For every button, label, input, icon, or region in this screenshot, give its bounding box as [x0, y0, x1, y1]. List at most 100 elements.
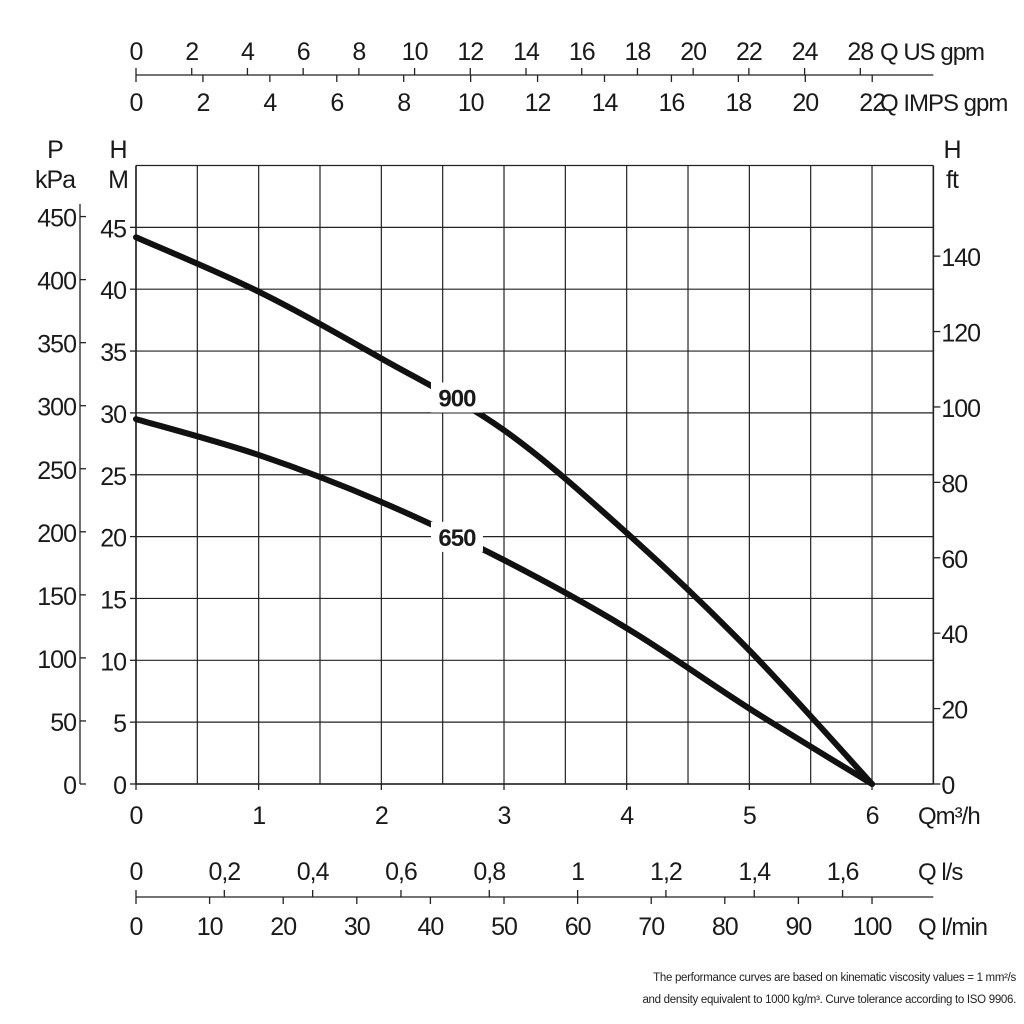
footnote-line-1: The performance curves are based on kine…	[653, 972, 1016, 984]
ft-tick-label: 0	[941, 772, 954, 800]
ls-tick-label: 1,2	[650, 858, 682, 886]
lmin-tick-label: 0	[130, 913, 143, 941]
ft-tick-label: 20	[941, 697, 967, 725]
y-tick-label: 40	[100, 277, 126, 305]
y-tick-label: 5	[113, 710, 126, 738]
imps-gpm-tick-label: 20	[792, 89, 818, 117]
us-gpm-tick-label: 12	[457, 38, 483, 66]
lmin-tick-label: 70	[638, 913, 664, 941]
pressure-tick-label: 150	[37, 583, 76, 611]
lmin-tick-label: 60	[565, 913, 591, 941]
us-gpm-tick-label: 2	[185, 38, 198, 66]
ft-tick-label: 120	[941, 320, 980, 348]
ft-tick-label: 80	[941, 470, 967, 498]
pressure-tick-label: 250	[37, 457, 76, 485]
curve-label-900: 900	[438, 386, 476, 413]
ls-tick-label: 1,6	[827, 858, 859, 886]
pressure-tick-label: 300	[37, 394, 76, 422]
head-m-axis-unit: M	[108, 166, 128, 194]
curve-label-background	[430, 521, 483, 552]
lmin-tick-label: 20	[270, 913, 296, 941]
y-tick-label: 25	[100, 463, 126, 491]
imps-gpm-tick-label: 22	[859, 89, 885, 117]
imps-gpm-tick-label: 18	[725, 89, 751, 117]
imps-gpm-tick-label: 8	[397, 89, 410, 117]
x-axis-label: Qm³/h	[918, 803, 980, 830]
y-tick-label: 45	[100, 215, 126, 243]
lmin-axis-label: Q l/min	[918, 914, 987, 941]
imps-gpm-tick-label: 14	[592, 89, 619, 117]
ls-tick-label: 0,4	[297, 858, 330, 886]
x-tick-label: 0	[130, 802, 143, 830]
curve-900	[133, 234, 876, 787]
ls-tick-label: 0,8	[473, 858, 505, 886]
head-m-axis-title: H	[109, 136, 126, 164]
us-gpm-axis-label: Q US gpm	[880, 39, 984, 66]
imps-gpm-tick-label: 0	[130, 89, 143, 117]
x-tick-label: 3	[498, 802, 511, 830]
ft-tick-label: 60	[941, 546, 967, 574]
lmin-tick-label: 30	[344, 913, 370, 941]
pressure-tick-label: 50	[50, 709, 76, 737]
imps-gpm-tick-label: 10	[458, 89, 484, 117]
lmin-tick-label: 90	[786, 913, 812, 941]
us-gpm-tick-label: 4	[241, 38, 255, 66]
us-gpm-tick-label: 8	[352, 38, 365, 66]
curve-650	[133, 416, 876, 787]
y-tick-label: 15	[100, 586, 126, 614]
pressure-tick-label: 100	[37, 646, 76, 674]
lmin-tick-label: 40	[418, 913, 444, 941]
imps-gpm-tick-label: 4	[263, 89, 277, 117]
us-gpm-tick-label: 0	[130, 38, 143, 66]
curve-label-background	[430, 382, 483, 413]
lmin-tick-label: 80	[712, 913, 738, 941]
pressure-axis-unit: kPa	[35, 166, 76, 194]
y-tick-label: 30	[100, 401, 126, 429]
us-gpm-tick-label: 18	[625, 38, 651, 66]
ls-tick-label: 1,4	[738, 858, 771, 886]
pressure-tick-label: 450	[37, 205, 76, 233]
imps-gpm-tick-label: 16	[659, 89, 685, 117]
x-tick-label: 2	[375, 802, 388, 830]
x-tick-label: 1	[252, 802, 265, 830]
ls-tick-label: 0,2	[208, 858, 240, 886]
lmin-tick-label: 10	[197, 913, 223, 941]
ls-tick-label: 0,6	[385, 858, 417, 886]
y-tick-label: 0	[113, 772, 126, 800]
y-tick-label: 35	[100, 339, 126, 367]
y-tick-label: 10	[100, 648, 126, 676]
y-tick-label: 20	[100, 525, 126, 553]
us-gpm-tick-label: 20	[680, 38, 706, 66]
ft-tick-label: 140	[941, 244, 980, 272]
us-gpm-tick-label: 24	[792, 38, 819, 66]
imps-gpm-tick-label: 6	[330, 89, 343, 117]
ft-axis-title: H	[943, 136, 960, 164]
us-gpm-tick-label: 22	[736, 38, 762, 66]
ls-tick-label: 1	[571, 858, 584, 886]
x-tick-label: 4	[620, 802, 634, 830]
pressure-tick-label: 400	[37, 268, 76, 296]
x-tick-label: 5	[743, 802, 756, 830]
lmin-tick-label: 50	[491, 913, 517, 941]
imps-gpm-tick-label: 12	[525, 89, 551, 117]
curve-label-650: 650	[438, 525, 476, 552]
us-gpm-tick-label: 10	[402, 38, 428, 66]
ls-axis-label: Q l/s	[918, 859, 963, 886]
ft-axis-unit: ft	[946, 166, 959, 194]
pressure-tick-label: 200	[37, 520, 76, 548]
ls-tick-label: 0	[130, 858, 143, 886]
footnote-line-2: and density equivalent to 1000 kg/m³. Cu…	[642, 994, 1016, 1006]
us-gpm-tick-label: 6	[297, 38, 310, 66]
imps-gpm-axis-label: Q IMPS gpm	[880, 90, 1007, 117]
pressure-tick-label: 350	[37, 331, 76, 359]
us-gpm-tick-label: 14	[513, 38, 540, 66]
pressure-axis-title: P	[47, 136, 63, 164]
ft-tick-label: 100	[941, 395, 980, 423]
ft-tick-label: 40	[941, 621, 967, 649]
pressure-tick-label: 0	[63, 772, 76, 800]
x-tick-label: 6	[866, 802, 879, 830]
lmin-tick-label: 100	[853, 913, 892, 941]
us-gpm-tick-label: 16	[569, 38, 595, 66]
us-gpm-tick-label: 28	[847, 38, 873, 66]
imps-gpm-tick-label: 2	[196, 89, 209, 117]
